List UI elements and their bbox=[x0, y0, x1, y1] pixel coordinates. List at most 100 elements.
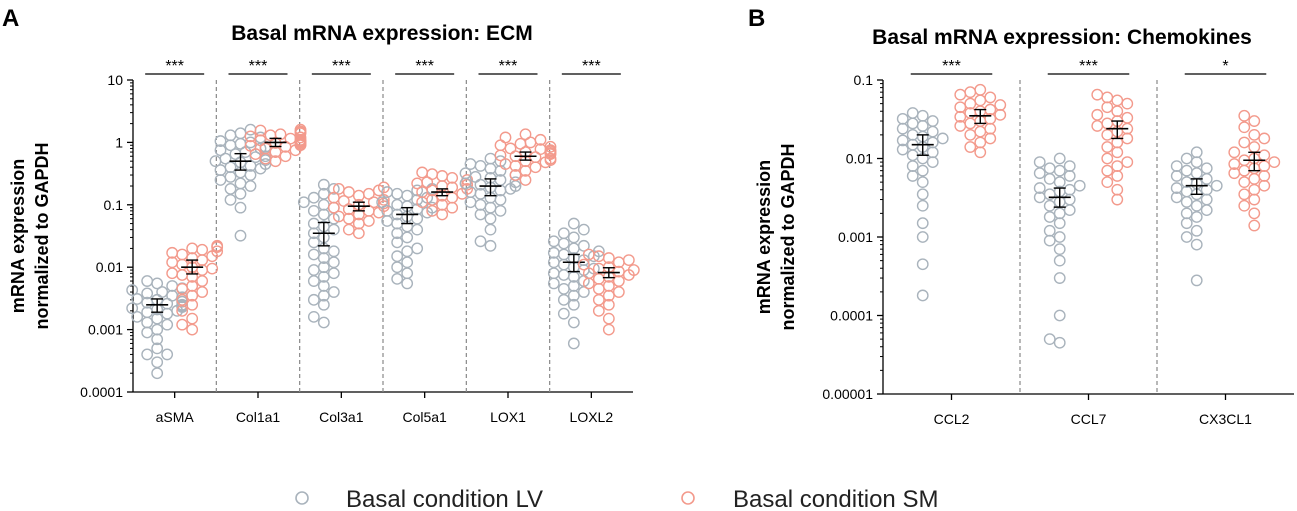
data-point bbox=[1121, 132, 1134, 145]
data-point bbox=[196, 275, 209, 287]
data-point bbox=[436, 208, 449, 221]
data-point bbox=[1200, 172, 1213, 185]
data-point bbox=[307, 293, 320, 306]
data-point bbox=[1258, 170, 1271, 182]
x-tick-label: Col5a1 bbox=[402, 409, 447, 425]
data-point bbox=[141, 287, 154, 300]
data-point bbox=[362, 187, 375, 200]
data-point bbox=[352, 227, 365, 240]
data-point bbox=[1170, 191, 1183, 204]
data-point bbox=[224, 182, 237, 195]
data-point bbox=[529, 161, 542, 174]
data-point bbox=[974, 136, 987, 149]
data-point bbox=[446, 191, 459, 204]
data-point bbox=[166, 267, 179, 280]
data-point bbox=[436, 170, 449, 182]
data-point bbox=[557, 269, 570, 281]
data-point bbox=[567, 242, 580, 255]
data-point bbox=[234, 177, 247, 190]
data-point bbox=[906, 160, 919, 173]
data-point bbox=[391, 272, 404, 285]
data-point bbox=[916, 109, 929, 122]
data-point bbox=[544, 140, 557, 153]
data-point bbox=[307, 248, 320, 261]
data-point bbox=[1033, 167, 1046, 180]
data-point bbox=[1238, 199, 1251, 212]
data-point bbox=[1170, 182, 1183, 194]
data-point bbox=[401, 245, 414, 258]
data-point bbox=[1238, 109, 1251, 122]
x-tick-label: aSMA bbox=[156, 409, 195, 425]
data-point bbox=[557, 248, 570, 261]
data-point bbox=[1091, 88, 1104, 101]
data-point bbox=[401, 267, 414, 280]
data-point bbox=[474, 160, 487, 172]
data-point bbox=[1258, 132, 1271, 145]
data-point bbox=[459, 167, 472, 180]
data-point bbox=[342, 223, 355, 236]
data-point bbox=[1111, 193, 1124, 206]
data-point bbox=[156, 286, 169, 298]
data-point bbox=[582, 267, 595, 280]
data-point bbox=[186, 323, 199, 336]
data-point bbox=[391, 236, 404, 249]
data-point bbox=[1200, 204, 1213, 217]
data-point bbox=[602, 289, 615, 302]
data-point bbox=[224, 193, 237, 206]
data-point bbox=[577, 223, 590, 236]
data-point bbox=[484, 223, 497, 236]
data-point bbox=[964, 86, 977, 99]
data-point bbox=[1053, 336, 1066, 349]
data-point bbox=[926, 115, 939, 127]
data-point bbox=[474, 198, 487, 211]
data-point bbox=[1248, 141, 1261, 153]
data-point bbox=[916, 258, 929, 271]
data-point bbox=[1180, 207, 1193, 220]
data-point bbox=[1238, 176, 1251, 189]
data-point bbox=[161, 318, 174, 331]
data-point bbox=[1248, 128, 1261, 141]
data-point bbox=[166, 280, 179, 292]
significance-label: *** bbox=[499, 58, 518, 75]
data-point bbox=[391, 261, 404, 274]
data-point bbox=[964, 117, 977, 130]
data-point bbox=[307, 264, 320, 276]
data-point bbox=[916, 217, 929, 230]
data-point bbox=[1063, 204, 1076, 217]
data-point bbox=[602, 280, 615, 292]
data-point bbox=[557, 293, 570, 306]
data-point bbox=[244, 139, 257, 152]
data-point bbox=[376, 196, 389, 209]
data-point bbox=[916, 164, 929, 177]
data-point bbox=[1258, 160, 1271, 173]
significance-label: *** bbox=[165, 58, 184, 75]
data-point bbox=[916, 199, 929, 212]
data-point bbox=[141, 316, 154, 329]
data-point bbox=[416, 166, 429, 179]
data-point bbox=[567, 231, 580, 244]
x-tick-label: LOXL2 bbox=[570, 409, 614, 425]
data-point bbox=[1111, 105, 1124, 118]
data-point bbox=[509, 169, 522, 181]
data-point bbox=[377, 193, 390, 206]
data-point bbox=[196, 243, 209, 256]
x-tick-label: Col3a1 bbox=[319, 409, 364, 425]
y-tick-label: 10 bbox=[107, 72, 123, 88]
data-point bbox=[1111, 183, 1124, 196]
y-tick-label: 0.01 bbox=[846, 151, 873, 167]
data-point bbox=[411, 223, 424, 236]
data-point bbox=[936, 132, 949, 145]
data-point bbox=[1190, 238, 1203, 251]
data-point bbox=[176, 318, 189, 331]
legend: Basal condition LV Basal condition SM bbox=[295, 486, 938, 511]
data-point bbox=[974, 94, 987, 107]
legend-label-lv: Basal condition LV bbox=[346, 486, 543, 511]
data-point bbox=[926, 136, 939, 149]
data-point bbox=[1248, 219, 1261, 232]
data-point bbox=[196, 286, 209, 298]
y-tick-label: 0.1 bbox=[854, 72, 874, 88]
data-point bbox=[186, 298, 199, 311]
data-point bbox=[244, 130, 257, 143]
data-point bbox=[1238, 164, 1251, 177]
